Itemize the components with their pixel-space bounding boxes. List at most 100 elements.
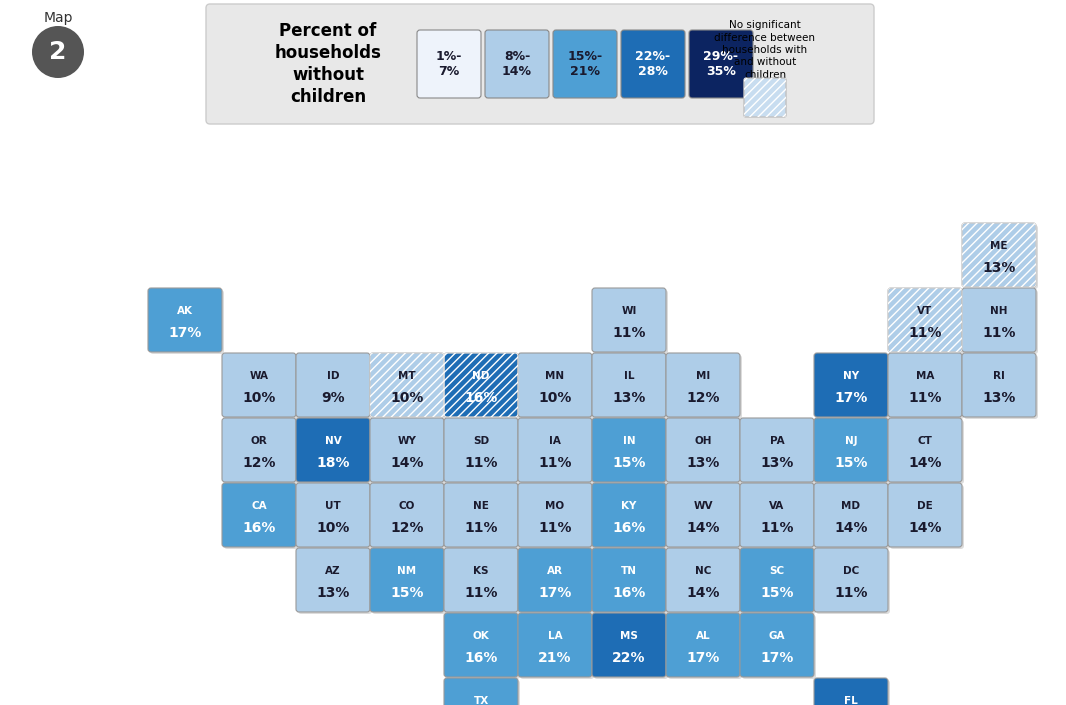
Text: Map: Map: [44, 11, 72, 25]
FancyBboxPatch shape: [150, 290, 224, 354]
FancyBboxPatch shape: [520, 615, 594, 679]
Text: 11%: 11%: [465, 521, 498, 535]
FancyBboxPatch shape: [446, 485, 520, 549]
Text: RI: RI: [994, 372, 1005, 381]
FancyBboxPatch shape: [485, 30, 549, 98]
Text: 13%: 13%: [612, 391, 646, 405]
FancyBboxPatch shape: [964, 225, 1038, 289]
FancyBboxPatch shape: [888, 353, 962, 417]
FancyBboxPatch shape: [518, 483, 592, 547]
Text: 10%: 10%: [538, 391, 571, 405]
FancyBboxPatch shape: [594, 550, 668, 614]
Text: SD: SD: [473, 436, 489, 446]
Text: MI: MI: [696, 372, 710, 381]
FancyBboxPatch shape: [445, 353, 518, 417]
Text: NV: NV: [325, 436, 341, 446]
Text: MT: MT: [399, 372, 416, 381]
Text: VT: VT: [918, 306, 933, 317]
FancyBboxPatch shape: [689, 30, 753, 98]
Circle shape: [32, 26, 84, 78]
FancyBboxPatch shape: [666, 418, 740, 482]
Text: AL: AL: [696, 631, 710, 642]
Text: ID: ID: [327, 372, 339, 381]
FancyBboxPatch shape: [962, 288, 1036, 352]
Text: NC: NC: [695, 566, 711, 576]
Text: 14%: 14%: [687, 521, 720, 535]
Text: CO: CO: [399, 501, 415, 511]
Text: WI: WI: [621, 306, 636, 317]
FancyBboxPatch shape: [445, 418, 518, 482]
Text: WA: WA: [249, 372, 269, 381]
FancyBboxPatch shape: [740, 418, 814, 482]
FancyBboxPatch shape: [372, 420, 446, 484]
FancyBboxPatch shape: [742, 615, 815, 679]
Text: 13%: 13%: [982, 391, 1016, 405]
Text: CA: CA: [252, 501, 266, 511]
FancyBboxPatch shape: [814, 678, 888, 705]
FancyBboxPatch shape: [744, 78, 786, 117]
Text: 10%: 10%: [242, 391, 276, 405]
FancyBboxPatch shape: [370, 353, 445, 417]
Text: 15%-
21%: 15%- 21%: [567, 50, 602, 78]
FancyBboxPatch shape: [224, 355, 298, 419]
Text: OR: OR: [251, 436, 268, 446]
FancyBboxPatch shape: [592, 418, 666, 482]
Text: 13%: 13%: [687, 455, 720, 470]
FancyBboxPatch shape: [815, 550, 890, 614]
FancyBboxPatch shape: [890, 290, 964, 354]
Text: 8%-
14%: 8%- 14%: [502, 50, 532, 78]
Text: NH: NH: [990, 306, 1007, 317]
Text: NE: NE: [473, 501, 489, 511]
FancyBboxPatch shape: [370, 483, 445, 547]
Text: FL: FL: [844, 697, 858, 705]
Text: ND: ND: [472, 372, 489, 381]
Text: 16%: 16%: [465, 391, 498, 405]
Text: 11%: 11%: [465, 455, 498, 470]
Text: 13%: 13%: [982, 261, 1016, 275]
Text: 22%-
28%: 22%- 28%: [635, 50, 671, 78]
Text: GA: GA: [769, 631, 786, 642]
FancyBboxPatch shape: [594, 355, 668, 419]
FancyBboxPatch shape: [815, 680, 890, 705]
FancyBboxPatch shape: [888, 288, 962, 352]
Text: MO: MO: [546, 501, 565, 511]
FancyBboxPatch shape: [815, 355, 890, 419]
FancyBboxPatch shape: [814, 548, 888, 612]
FancyBboxPatch shape: [298, 550, 372, 614]
Text: UT: UT: [325, 501, 341, 511]
FancyBboxPatch shape: [445, 613, 518, 677]
Text: 14%: 14%: [687, 586, 720, 600]
Text: 11%: 11%: [612, 326, 646, 340]
FancyBboxPatch shape: [224, 485, 298, 549]
FancyBboxPatch shape: [518, 353, 592, 417]
Text: 16%: 16%: [465, 651, 498, 665]
Text: Percent of
households
without
children: Percent of households without children: [275, 22, 382, 106]
FancyBboxPatch shape: [962, 353, 1036, 417]
Text: 9%: 9%: [321, 391, 344, 405]
Text: 11%: 11%: [760, 521, 794, 535]
FancyBboxPatch shape: [445, 678, 518, 705]
Text: PA: PA: [770, 436, 785, 446]
FancyBboxPatch shape: [964, 355, 1038, 419]
Text: SC: SC: [770, 566, 785, 576]
Text: 13%: 13%: [317, 586, 350, 600]
FancyBboxPatch shape: [740, 548, 814, 612]
Text: KS: KS: [473, 566, 488, 576]
Text: 15%: 15%: [760, 586, 794, 600]
Text: 15%: 15%: [835, 455, 868, 470]
FancyBboxPatch shape: [592, 613, 666, 677]
Text: 12%: 12%: [687, 391, 720, 405]
Text: 16%: 16%: [612, 521, 646, 535]
Text: 1%-
7%: 1%- 7%: [436, 50, 463, 78]
Text: 11%: 11%: [835, 586, 868, 600]
Text: 14%: 14%: [908, 521, 941, 535]
Text: KY: KY: [621, 501, 636, 511]
FancyBboxPatch shape: [668, 615, 742, 679]
Text: LA: LA: [548, 631, 562, 642]
Text: IL: IL: [624, 372, 634, 381]
FancyBboxPatch shape: [445, 483, 518, 547]
Text: VA: VA: [770, 501, 785, 511]
FancyBboxPatch shape: [446, 615, 520, 679]
Text: 12%: 12%: [242, 455, 276, 470]
FancyBboxPatch shape: [666, 353, 740, 417]
